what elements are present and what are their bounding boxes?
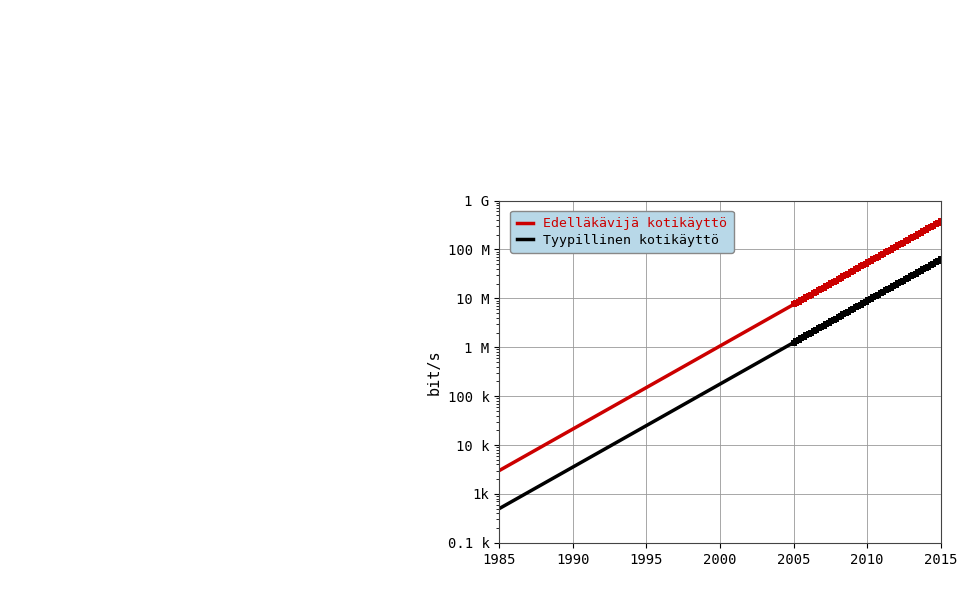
Legend: Edelläkävijä kotikäyttö, Tyypillinen kotikäyttö: Edelläkävijä kotikäyttö, Tyypillinen kot… [510, 211, 733, 253]
Y-axis label: bit/s: bit/s [427, 349, 442, 395]
